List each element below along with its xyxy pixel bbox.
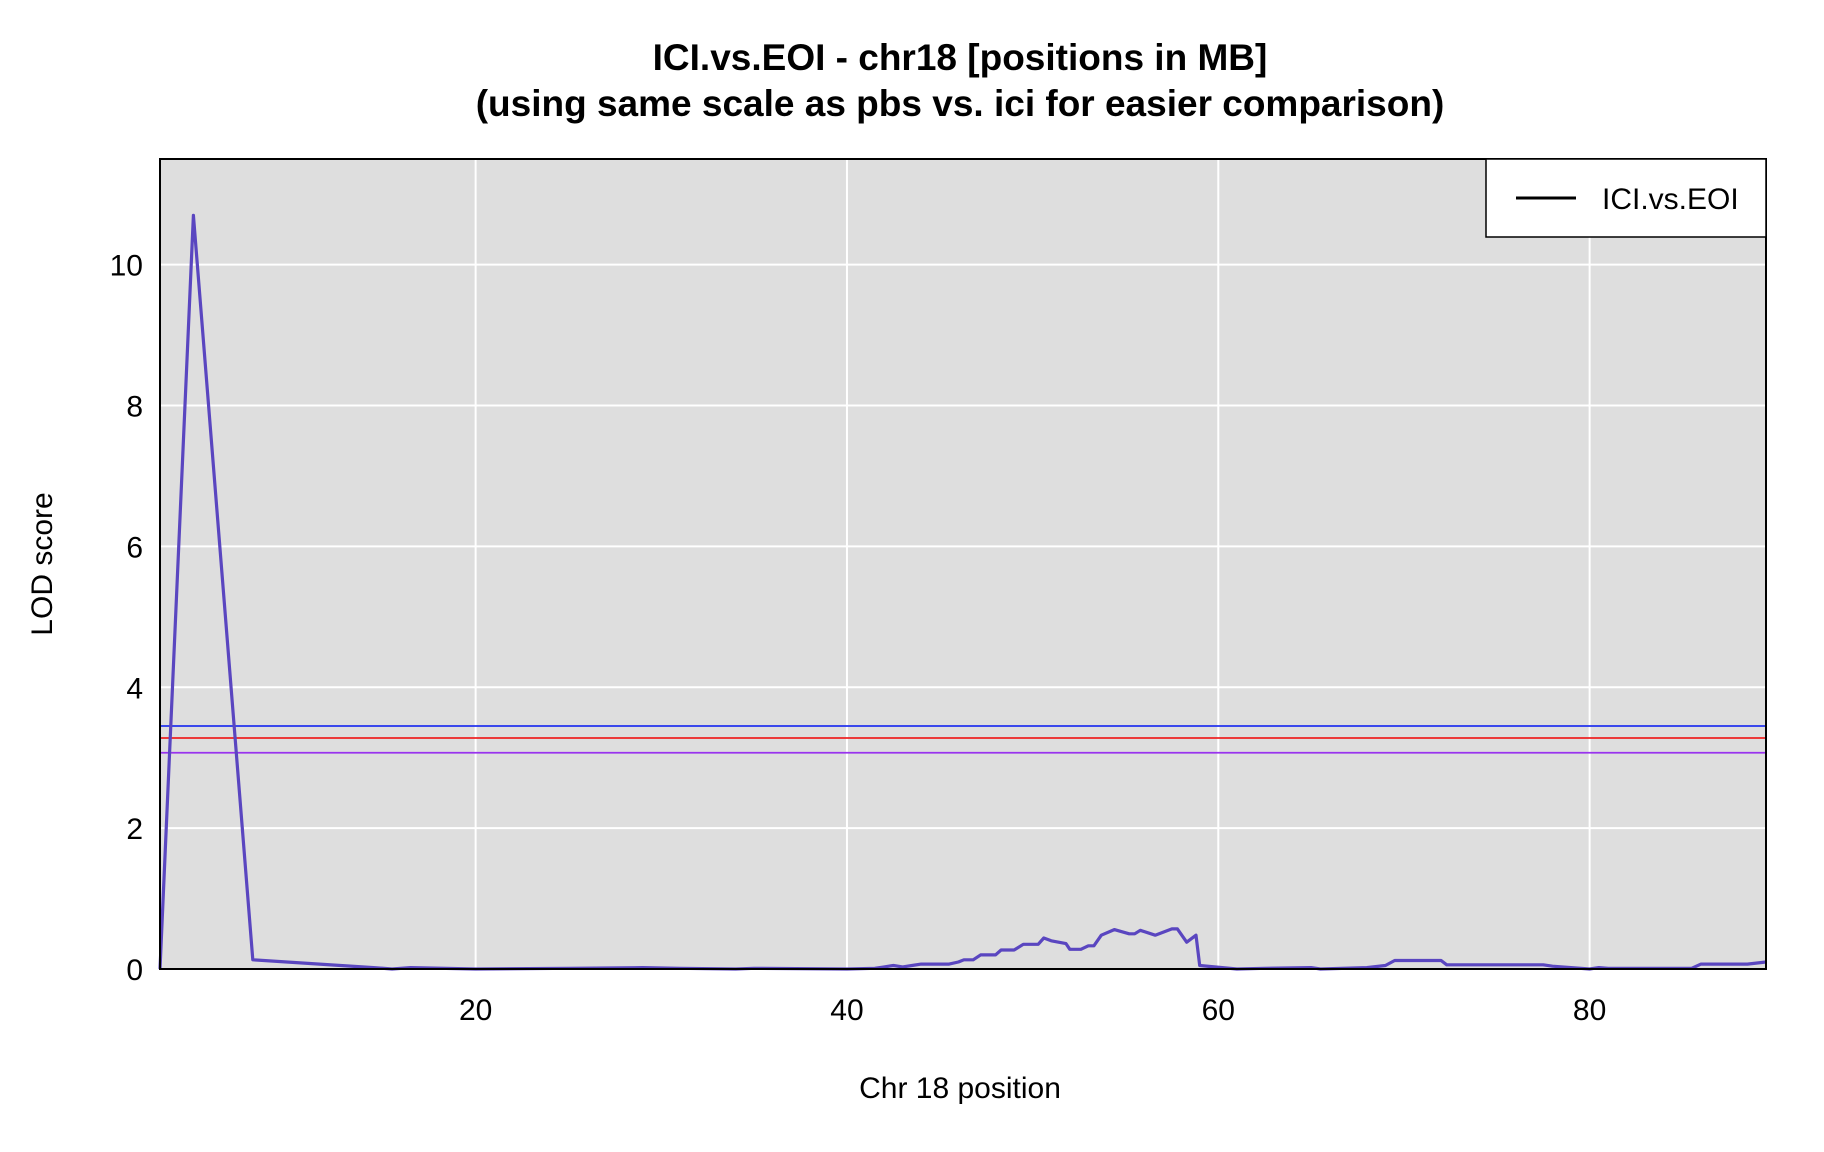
y-tick-label: 2 xyxy=(126,813,143,846)
threshold-lines xyxy=(160,725,1766,754)
y-tick-label: 0 xyxy=(126,954,143,987)
plot-area xyxy=(160,159,1766,969)
chart-subtitle: (using same scale as pbs vs. ici for eas… xyxy=(476,83,1445,124)
x-tick-label: 20 xyxy=(459,994,492,1027)
x-axis-label: Chr 18 position xyxy=(859,1072,1061,1105)
chart-title: ICI.vs.EOI - chr18 [positions in MB] xyxy=(653,37,1268,78)
y-axis-label: LOD score xyxy=(26,492,59,635)
legend-label: ICI.vs.EOI xyxy=(1602,183,1739,216)
legend: ICI.vs.EOI xyxy=(1485,158,1767,238)
y-tick-label: 10 xyxy=(110,250,143,283)
x-tick-label: 60 xyxy=(1202,994,1235,1027)
x-tick-label: 40 xyxy=(830,994,863,1027)
x-tick-label: 80 xyxy=(1573,994,1606,1027)
plot-border xyxy=(159,158,1767,970)
y-tick-label: 6 xyxy=(126,531,143,564)
axis-ticks: 20 40 60 80 0 2 4 6 8 10 xyxy=(110,250,1607,1027)
y-tick-label: 4 xyxy=(126,672,143,705)
y-tick-label: 8 xyxy=(126,391,143,424)
